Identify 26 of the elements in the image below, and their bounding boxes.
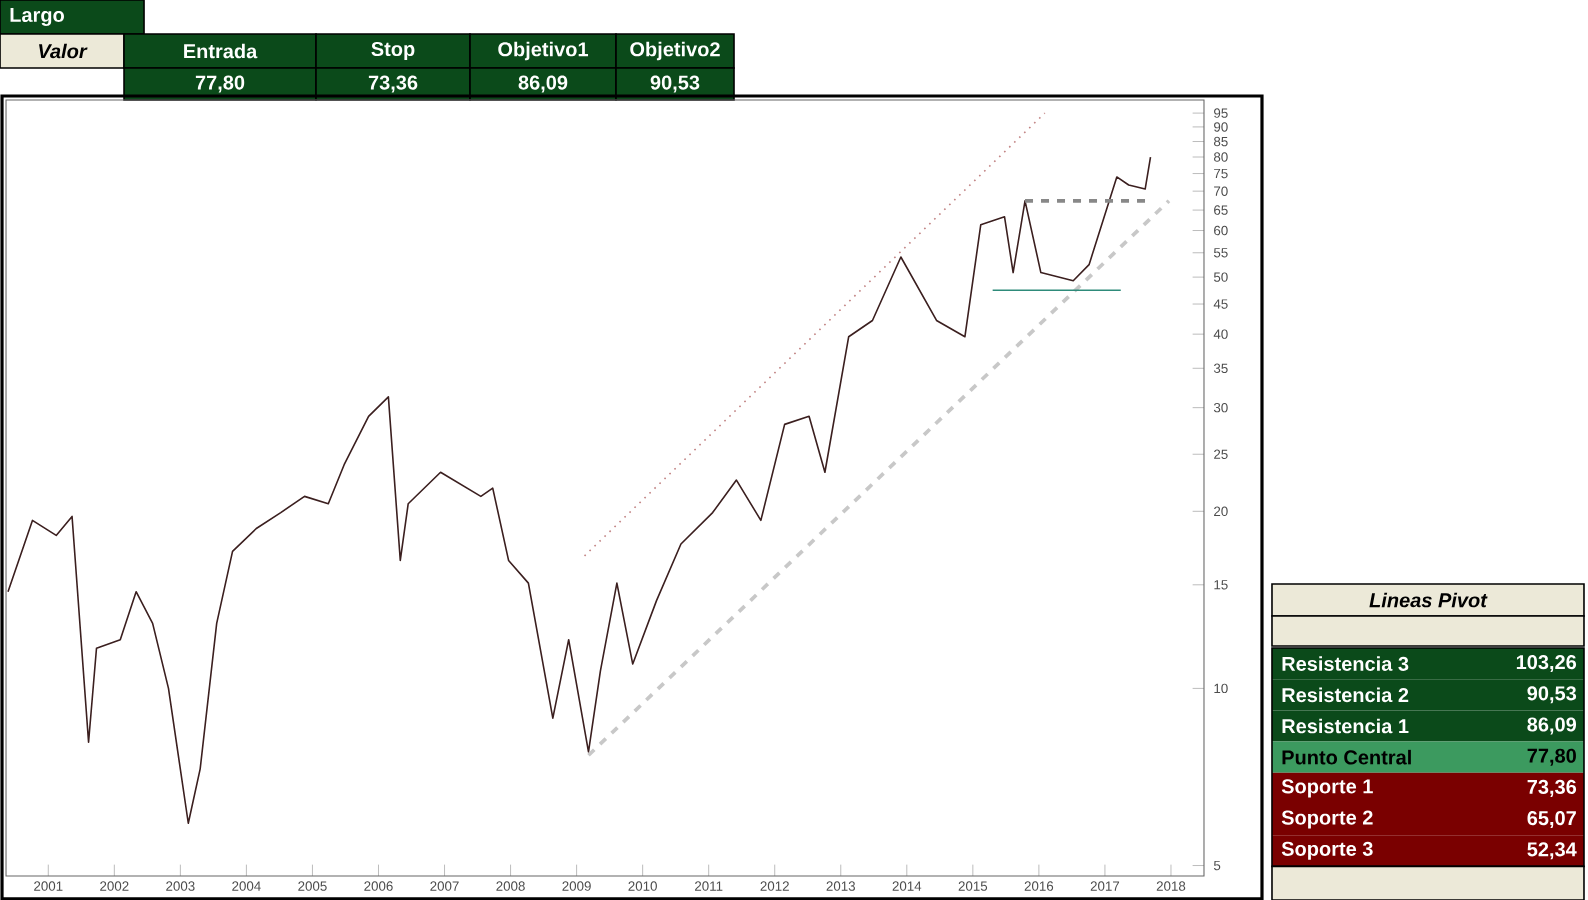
text: 86,09 [1527,717,1577,735]
category-label: Stop [371,41,415,61]
category-label: Entrada [184,43,258,59]
text: Lineas Pivot [1369,592,1488,608]
category-label: Resistencia 1 [1282,718,1409,734]
text: 86,09 [518,75,568,93]
text: 77,80 [1527,748,1576,766]
line-series [7,156,1152,825]
category-label: Objetivo2 [630,41,720,61]
category-label: Resistencia 2 [1282,687,1409,703]
category-label: Soporte 3 [1281,841,1373,860]
text: 65,07 [1527,811,1576,829]
text: 52,34 [1527,842,1577,860]
text: 73,36 [1527,779,1577,797]
text: 77,80 [195,75,245,93]
text: 90,53 [650,75,700,93]
text: 103,26 [1516,655,1577,673]
category-label: Objetivo1 [498,41,589,61]
text: 73,36 [368,75,418,93]
text: Valor [39,43,88,59]
text: 90,53 [1527,686,1577,704]
category-label: Soporte 1 [1281,779,1373,798]
category-label: Resistencia 3 [1282,656,1409,671]
text: Largo [10,8,64,26]
category-label: Soporte 2 [1281,810,1373,829]
category-label: Punto Central [1282,749,1411,765]
